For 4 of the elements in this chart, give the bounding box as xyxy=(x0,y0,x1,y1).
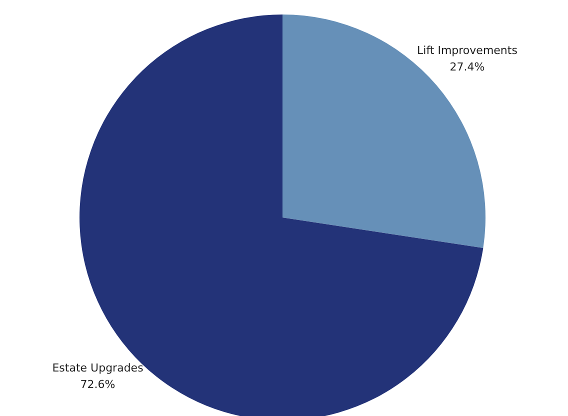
slice-label: Estate Upgrades xyxy=(52,361,144,374)
data-label: 72.6% xyxy=(80,378,116,392)
slice-label: Lift Improvements xyxy=(417,44,518,57)
data-label: 27.4% xyxy=(450,60,485,74)
